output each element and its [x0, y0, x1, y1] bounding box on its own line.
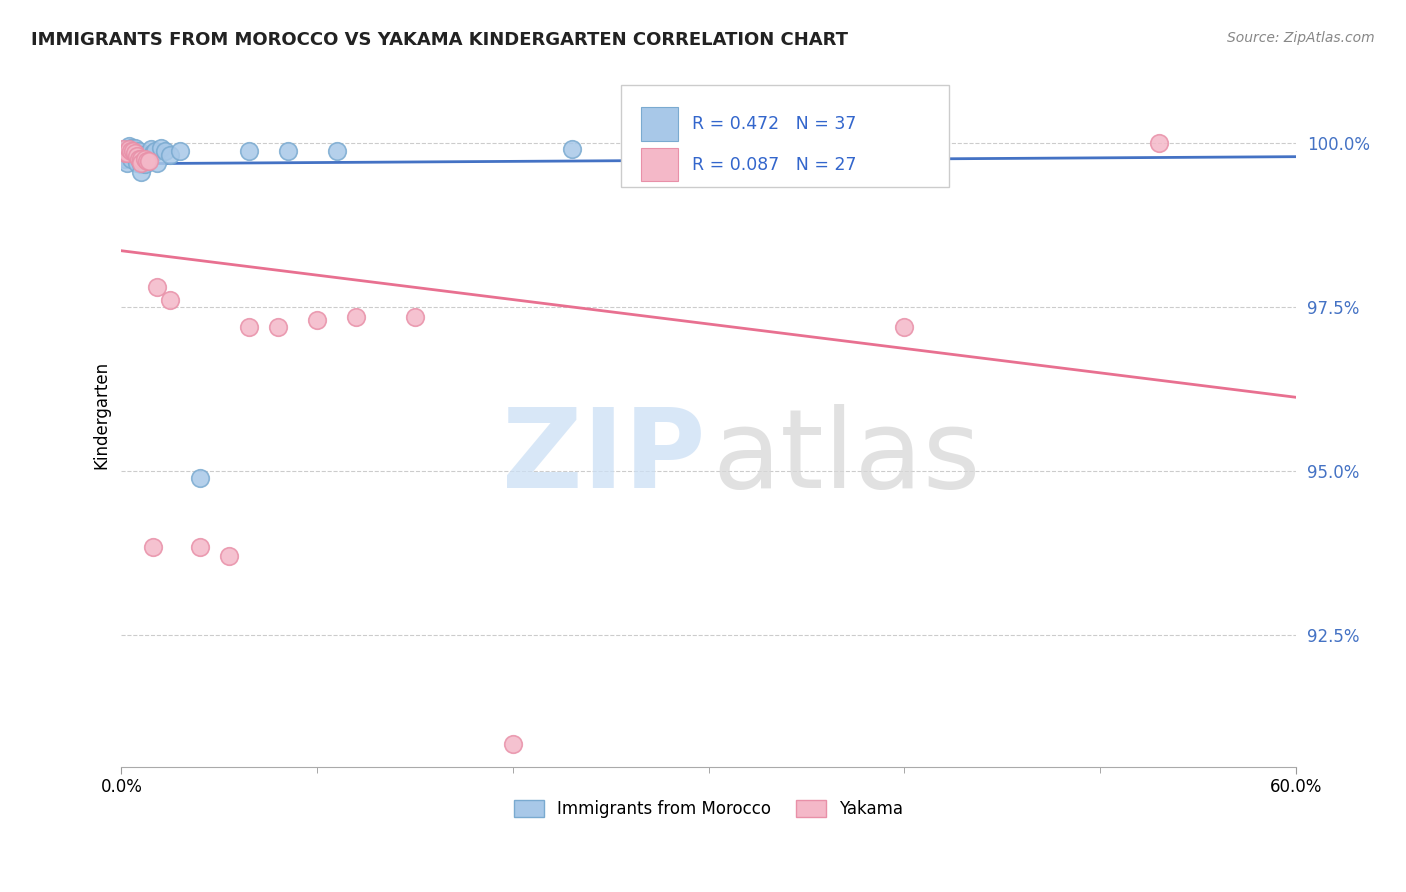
Point [120, 153, 142, 167]
Point [118, 143, 141, 157]
Point [128, 153, 150, 167]
Point [502, 737, 524, 751]
Point [120, 144, 142, 158]
Point [796, 141, 818, 155]
Point [117, 145, 139, 160]
Point [117, 155, 139, 169]
Bar [641, 107, 678, 141]
Text: R = 0.087   N = 27: R = 0.087 N = 27 [692, 155, 856, 174]
Point [218, 549, 240, 564]
Point [129, 157, 152, 171]
Point [238, 144, 260, 158]
Point [143, 144, 166, 158]
Point [404, 310, 426, 324]
Point [561, 143, 583, 157]
Point [277, 144, 299, 158]
Text: IMMIGRANTS FROM MOROCCO VS YAKAMA KINDERGARTEN CORRELATION CHART: IMMIGRANTS FROM MOROCCO VS YAKAMA KINDER… [31, 31, 848, 49]
Point [307, 313, 329, 327]
Point [114, 145, 136, 160]
Point [134, 153, 156, 167]
Point [114, 143, 136, 157]
Point [124, 141, 146, 155]
Point [188, 471, 211, 485]
FancyBboxPatch shape [620, 85, 949, 187]
Point [129, 165, 152, 179]
Point [122, 144, 145, 158]
Point [127, 155, 149, 169]
Y-axis label: Kindergarten: Kindergarten [93, 361, 110, 469]
Point [128, 144, 150, 158]
Text: Source: ZipAtlas.com: Source: ZipAtlas.com [1227, 31, 1375, 45]
Point [153, 144, 176, 158]
Point [118, 144, 141, 158]
Bar [641, 148, 678, 181]
Point [129, 155, 152, 169]
Legend: Immigrants from Morocco, Yakama: Immigrants from Morocco, Yakama [508, 794, 910, 825]
Point [122, 144, 145, 158]
Point [238, 319, 260, 334]
Point [169, 144, 191, 158]
Point [149, 141, 172, 155]
Point [188, 540, 211, 554]
Point [124, 145, 146, 160]
Point [117, 145, 139, 160]
Point [138, 153, 160, 167]
Point [129, 147, 152, 161]
Point [112, 149, 135, 163]
Point [344, 310, 367, 324]
Point [114, 153, 136, 167]
Point [145, 280, 167, 294]
Point [134, 157, 156, 171]
Point [127, 149, 149, 163]
Point [120, 141, 142, 155]
Point [118, 139, 141, 153]
Point [159, 293, 181, 308]
Point [1147, 136, 1170, 150]
Point [135, 154, 157, 169]
Point [139, 143, 162, 157]
Point [145, 155, 167, 169]
Point [893, 319, 915, 334]
Point [142, 540, 165, 554]
Point [129, 153, 152, 167]
Point [128, 153, 150, 167]
Text: R = 0.472   N = 37: R = 0.472 N = 37 [692, 115, 856, 133]
Point [112, 143, 135, 157]
Point [135, 149, 157, 163]
Point [159, 147, 181, 161]
Point [127, 145, 149, 160]
Text: ZIP: ZIP [502, 404, 704, 511]
Point [267, 319, 290, 334]
Point [142, 145, 165, 160]
Point [124, 150, 146, 164]
Text: atlas: atlas [713, 404, 980, 511]
Point [132, 154, 155, 169]
Point [138, 154, 160, 169]
Point [326, 144, 349, 158]
